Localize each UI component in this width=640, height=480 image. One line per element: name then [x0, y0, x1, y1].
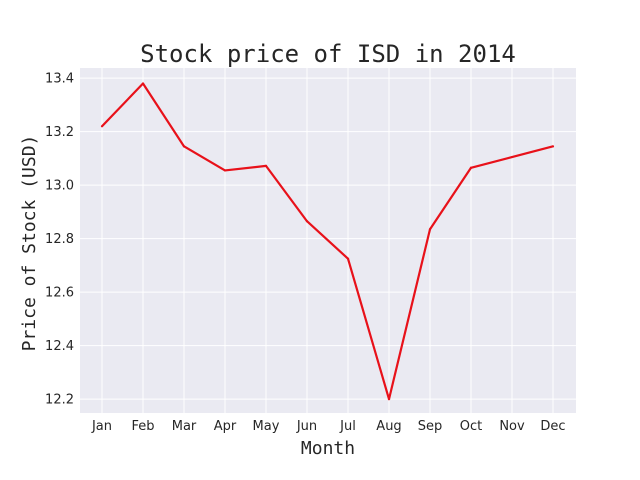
data-point — [306, 220, 308, 222]
y-tick-label: 13.4 — [45, 72, 74, 87]
x-tick-label: Oct — [460, 419, 482, 434]
data-point — [429, 228, 431, 230]
x-axis-label: Month — [301, 438, 355, 459]
chart-title: Stock price of ISD in 2014 — [140, 40, 516, 68]
y-tick-label: 12.8 — [45, 232, 74, 247]
data-point — [183, 145, 185, 147]
y-tick-label: 13.2 — [45, 125, 74, 140]
y-tick-label: 13.0 — [45, 179, 74, 194]
x-tick-label: Jan — [91, 419, 112, 434]
x-tick-label: Apr — [214, 419, 237, 434]
data-point — [347, 258, 349, 260]
x-tick-label: May — [253, 419, 280, 434]
data-point — [388, 398, 390, 400]
x-tick-label: Sep — [418, 419, 443, 434]
y-tick-labels: 12.2 12.4 12.6 12.8 13.0 13.2 13.4 — [45, 72, 74, 408]
data-point — [142, 82, 144, 84]
x-tick-label: Dec — [540, 419, 565, 434]
x-tick-label: Nov — [499, 419, 525, 434]
data-point — [470, 167, 472, 169]
x-tick-label: Mar — [172, 419, 197, 434]
y-axis-label: Price of Stock (USD) — [19, 135, 40, 352]
y-tick-label: 12.4 — [45, 339, 74, 354]
x-tick-labels: Jan Feb Mar Apr May Jun Jul Aug Sep Oct Nov Dec — [91, 419, 566, 434]
data-point — [101, 125, 103, 127]
y-tick-label: 12.2 — [45, 393, 74, 408]
data-point — [511, 156, 513, 158]
x-tick-label: Feb — [131, 419, 154, 434]
x-tick-label: Jul — [339, 419, 356, 434]
data-point — [224, 169, 226, 171]
x-tick-label: Aug — [376, 419, 401, 434]
x-tick-label: Jun — [296, 419, 317, 434]
y-tick-label: 12.6 — [45, 286, 74, 301]
data-point — [265, 165, 267, 167]
data-point — [552, 145, 554, 147]
